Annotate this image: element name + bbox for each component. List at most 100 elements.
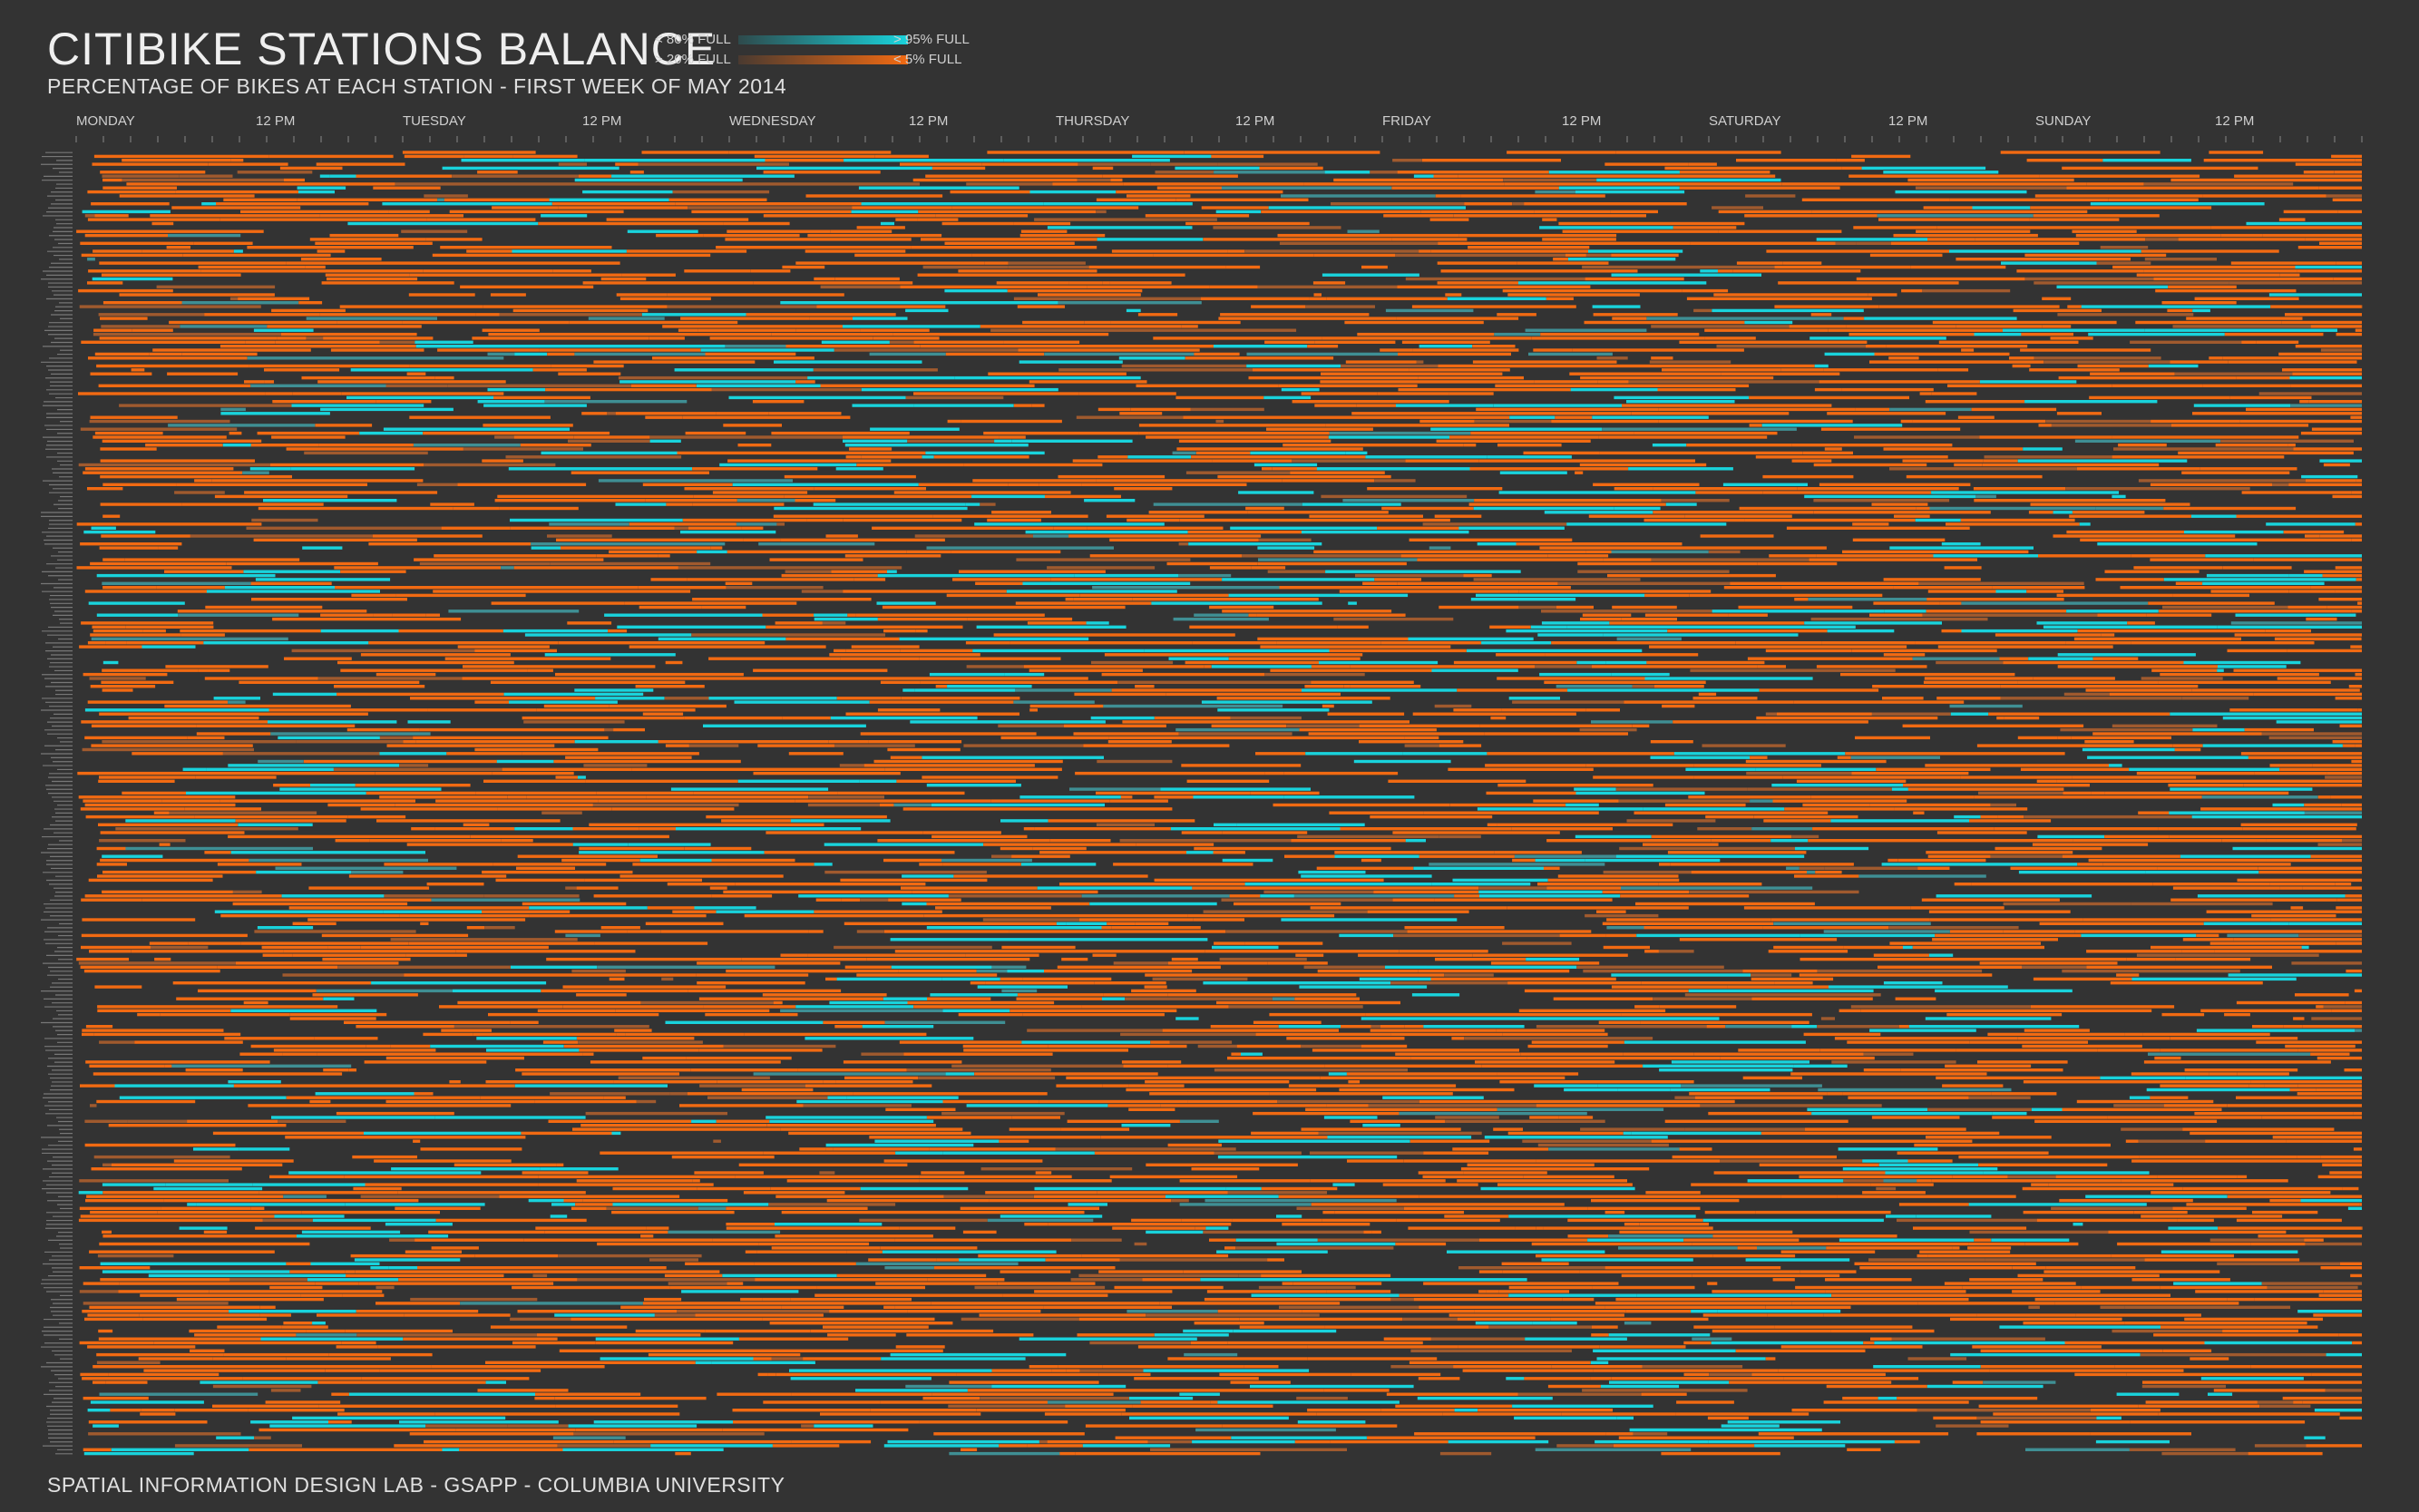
heatmap-cell: [2320, 1266, 2362, 1270]
heatmap-cell: [252, 1183, 366, 1186]
heatmap-cell: [631, 767, 758, 771]
heatmap-cell: [99, 776, 108, 779]
heatmap-cell: [1121, 1124, 1171, 1127]
heatmap-cell: [1676, 1400, 1734, 1404]
heatmap-cell: [900, 285, 1088, 288]
heatmap-cell: [2131, 902, 2273, 906]
heatmap-cell: [1430, 249, 1588, 253]
heatmap-cell: [83, 969, 220, 973]
heatmap-cell: [2186, 1203, 2360, 1206]
heatmap-cell: [425, 238, 483, 241]
heatmap-cell: [235, 961, 399, 965]
heatmap-cell: [2270, 305, 2362, 308]
heatmap-cell: [1744, 214, 1878, 218]
heatmap-cell: [107, 776, 196, 779]
heatmap-cell: [2020, 767, 2130, 771]
heatmap-cell: [100, 858, 249, 863]
heatmap-cell: [1272, 467, 1317, 471]
heatmap-cell: [1529, 1116, 1559, 1119]
heatmap-cell: [1517, 261, 1609, 265]
heatmap-cell: [1580, 1127, 1685, 1131]
heatmap-cell: [1214, 823, 1237, 826]
heatmap-cell: [2080, 538, 2265, 541]
heatmap-cell: [1771, 784, 1903, 787]
heatmap-cell: [2355, 159, 2362, 162]
heatmap-cell: [286, 447, 463, 451]
heatmap-cell: [89, 1250, 275, 1253]
heatmap-cell: [2335, 697, 2362, 700]
heatmap-cell: [2054, 1302, 2239, 1305]
heatmap-cell: [397, 863, 493, 866]
heatmap-cell: [102, 688, 133, 692]
heatmap-cell: [82, 1377, 243, 1380]
heatmap-cell: [543, 704, 610, 708]
heatmap-cell: [880, 221, 894, 226]
heatmap-cell: [791, 1420, 920, 1424]
heatmap-cell: [997, 807, 1173, 811]
heatmap-cell: [1928, 910, 2071, 913]
heatmap-cell: [571, 969, 626, 973]
heatmap-cell: [1334, 1210, 1464, 1214]
heatmap-cell: [2258, 1400, 2294, 1404]
heatmap-cell: [185, 1068, 243, 1072]
heatmap-cell: [401, 229, 468, 233]
heatmap-cell: [2130, 1420, 2306, 1424]
heatmap-cell: [374, 1159, 512, 1163]
heatmap-cell: [285, 1136, 463, 1139]
heatmap-cell: [1712, 308, 1864, 313]
heatmap-cell: [1534, 1084, 1598, 1088]
heatmap-cell: [284, 657, 352, 660]
heatmap-cell: [1897, 1218, 2037, 1223]
heatmap-cell: [1296, 1206, 1404, 1210]
heatmap-cell: [628, 843, 711, 846]
heatmap-cell: [1873, 953, 1929, 957]
heatmap-cell: [1090, 716, 1155, 720]
heatmap-cell: [1102, 1365, 1244, 1369]
heatmap-cell: [869, 352, 946, 356]
heatmap-cell: [1498, 1290, 1570, 1293]
heatmap-cell: [1100, 1136, 1182, 1139]
heatmap-cell: [1534, 210, 1611, 214]
heatmap-cell: [1558, 221, 1745, 226]
heatmap-cell: [511, 965, 597, 969]
heatmap-cell: [785, 637, 900, 641]
heatmap-cell: [1305, 1107, 1497, 1111]
heatmap-cell: [1994, 827, 2159, 831]
heatmap-cell: [795, 261, 985, 265]
heatmap-cell: [102, 483, 177, 486]
heatmap-cell: [296, 1333, 357, 1337]
heatmap-cell: [1025, 530, 1188, 534]
heatmap-cell: [2283, 530, 2345, 534]
heatmap-cell: [1596, 356, 1628, 360]
heatmap-cell: [1493, 1127, 1523, 1131]
heatmap-cell: [902, 902, 927, 906]
heatmap-cell: [2254, 1444, 2307, 1448]
heatmap-cell: [375, 771, 493, 776]
heatmap-cell: [552, 1436, 626, 1439]
heatmap-cell: [963, 463, 1103, 467]
heatmap-cell: [745, 1250, 757, 1253]
heatmap-cell: [552, 269, 591, 273]
heatmap-cell: [394, 1444, 558, 1448]
heatmap-cell: [953, 874, 1148, 878]
heatmap-cell: [999, 435, 1026, 439]
heatmap-cell: [807, 376, 955, 380]
heatmap-cell: [2157, 1175, 2238, 1179]
heatmap-cell: [435, 799, 599, 803]
heatmap-cell: [2112, 455, 2285, 459]
heatmap-cell: [1350, 685, 1421, 688]
heatmap-cell: [824, 870, 987, 874]
heatmap-cell: [860, 328, 930, 332]
heatmap-cell: [2090, 202, 2265, 206]
heatmap-cell: [1850, 756, 1940, 759]
heatmap-cell: [323, 1068, 349, 1072]
heatmap-cell: [1605, 1210, 1625, 1214]
heatmap-cell: [803, 1357, 857, 1361]
heatmap-cell: [1422, 1175, 1524, 1179]
heatmap-cell: [2203, 159, 2356, 162]
heatmap-cell: [2356, 578, 2362, 581]
heatmap-cell: [1276, 1214, 1302, 1218]
heatmap-cell: [2234, 174, 2362, 178]
heatmap-cell: [1962, 1285, 2082, 1290]
heatmap-cell: [1983, 459, 2018, 463]
